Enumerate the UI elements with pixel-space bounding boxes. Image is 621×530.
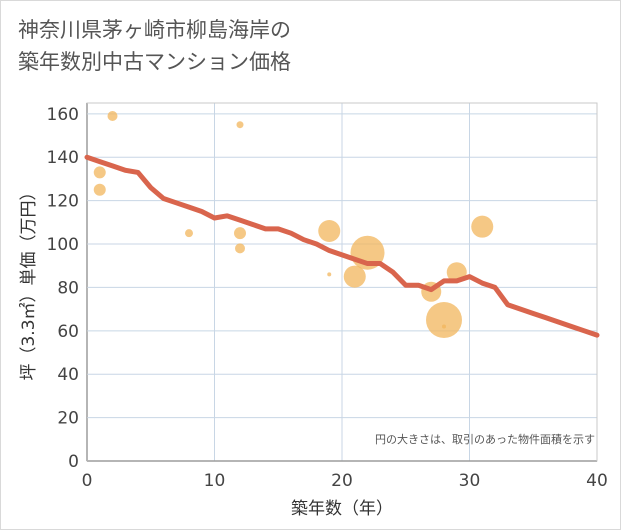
scatter-point <box>93 183 106 196</box>
x-tick-labels: 0 10 20 30 40 <box>82 471 608 491</box>
scatter-points <box>93 111 494 338</box>
y-tick-labels: 0 20 40 60 80 100 120 140 160 <box>47 105 79 472</box>
chart-title-line-1: 神奈川県茅ヶ崎市柳島海岸の <box>18 18 291 42</box>
y-tick-label: 160 <box>47 105 79 125</box>
scatter-point <box>235 243 245 254</box>
y-tick-label: 140 <box>47 148 79 168</box>
x-tick-label: 0 <box>82 471 93 491</box>
x-tick-label: 40 <box>586 471 608 491</box>
grid-lines <box>86 103 598 462</box>
scatter-point <box>471 215 494 238</box>
x-tick-label: 10 <box>204 471 226 491</box>
scatter-point <box>236 121 244 129</box>
scatter-point <box>234 227 246 240</box>
size-note: 円の大きさは、取引のあった物件面積を示す <box>375 432 595 446</box>
scatter-point <box>426 301 462 338</box>
trend-line <box>84 154 600 338</box>
plot-area-border <box>86 102 598 462</box>
x-tick-label: 20 <box>331 471 353 491</box>
scatter-point <box>327 272 332 277</box>
chart-title: 神奈川県茅ヶ崎市柳島海岸の 築年数別中古マンション価格 <box>18 14 291 78</box>
y-tick-label: 60 <box>57 322 79 342</box>
y-tick-label: 40 <box>57 365 79 385</box>
chart-title-line-2: 築年数別中古マンション価格 <box>18 50 291 74</box>
x-axis-label: 築年数（年） <box>291 499 393 519</box>
scatter-point <box>185 229 193 238</box>
y-tick-label: 80 <box>57 278 79 298</box>
scatter-point <box>93 166 106 179</box>
y-tick-label: 100 <box>47 235 79 255</box>
scatter-point <box>318 220 341 243</box>
x-tick-label: 30 <box>459 471 481 491</box>
scatter-point <box>107 111 118 122</box>
y-axis-label: 坪（3.3㎡）単価（万円） <box>19 183 39 380</box>
scatter-point <box>343 265 366 288</box>
y-tick-label: 120 <box>47 192 79 212</box>
scatter-point <box>442 324 446 329</box>
y-tick-label: 0 <box>68 452 79 472</box>
y-tick-label: 20 <box>57 409 79 429</box>
